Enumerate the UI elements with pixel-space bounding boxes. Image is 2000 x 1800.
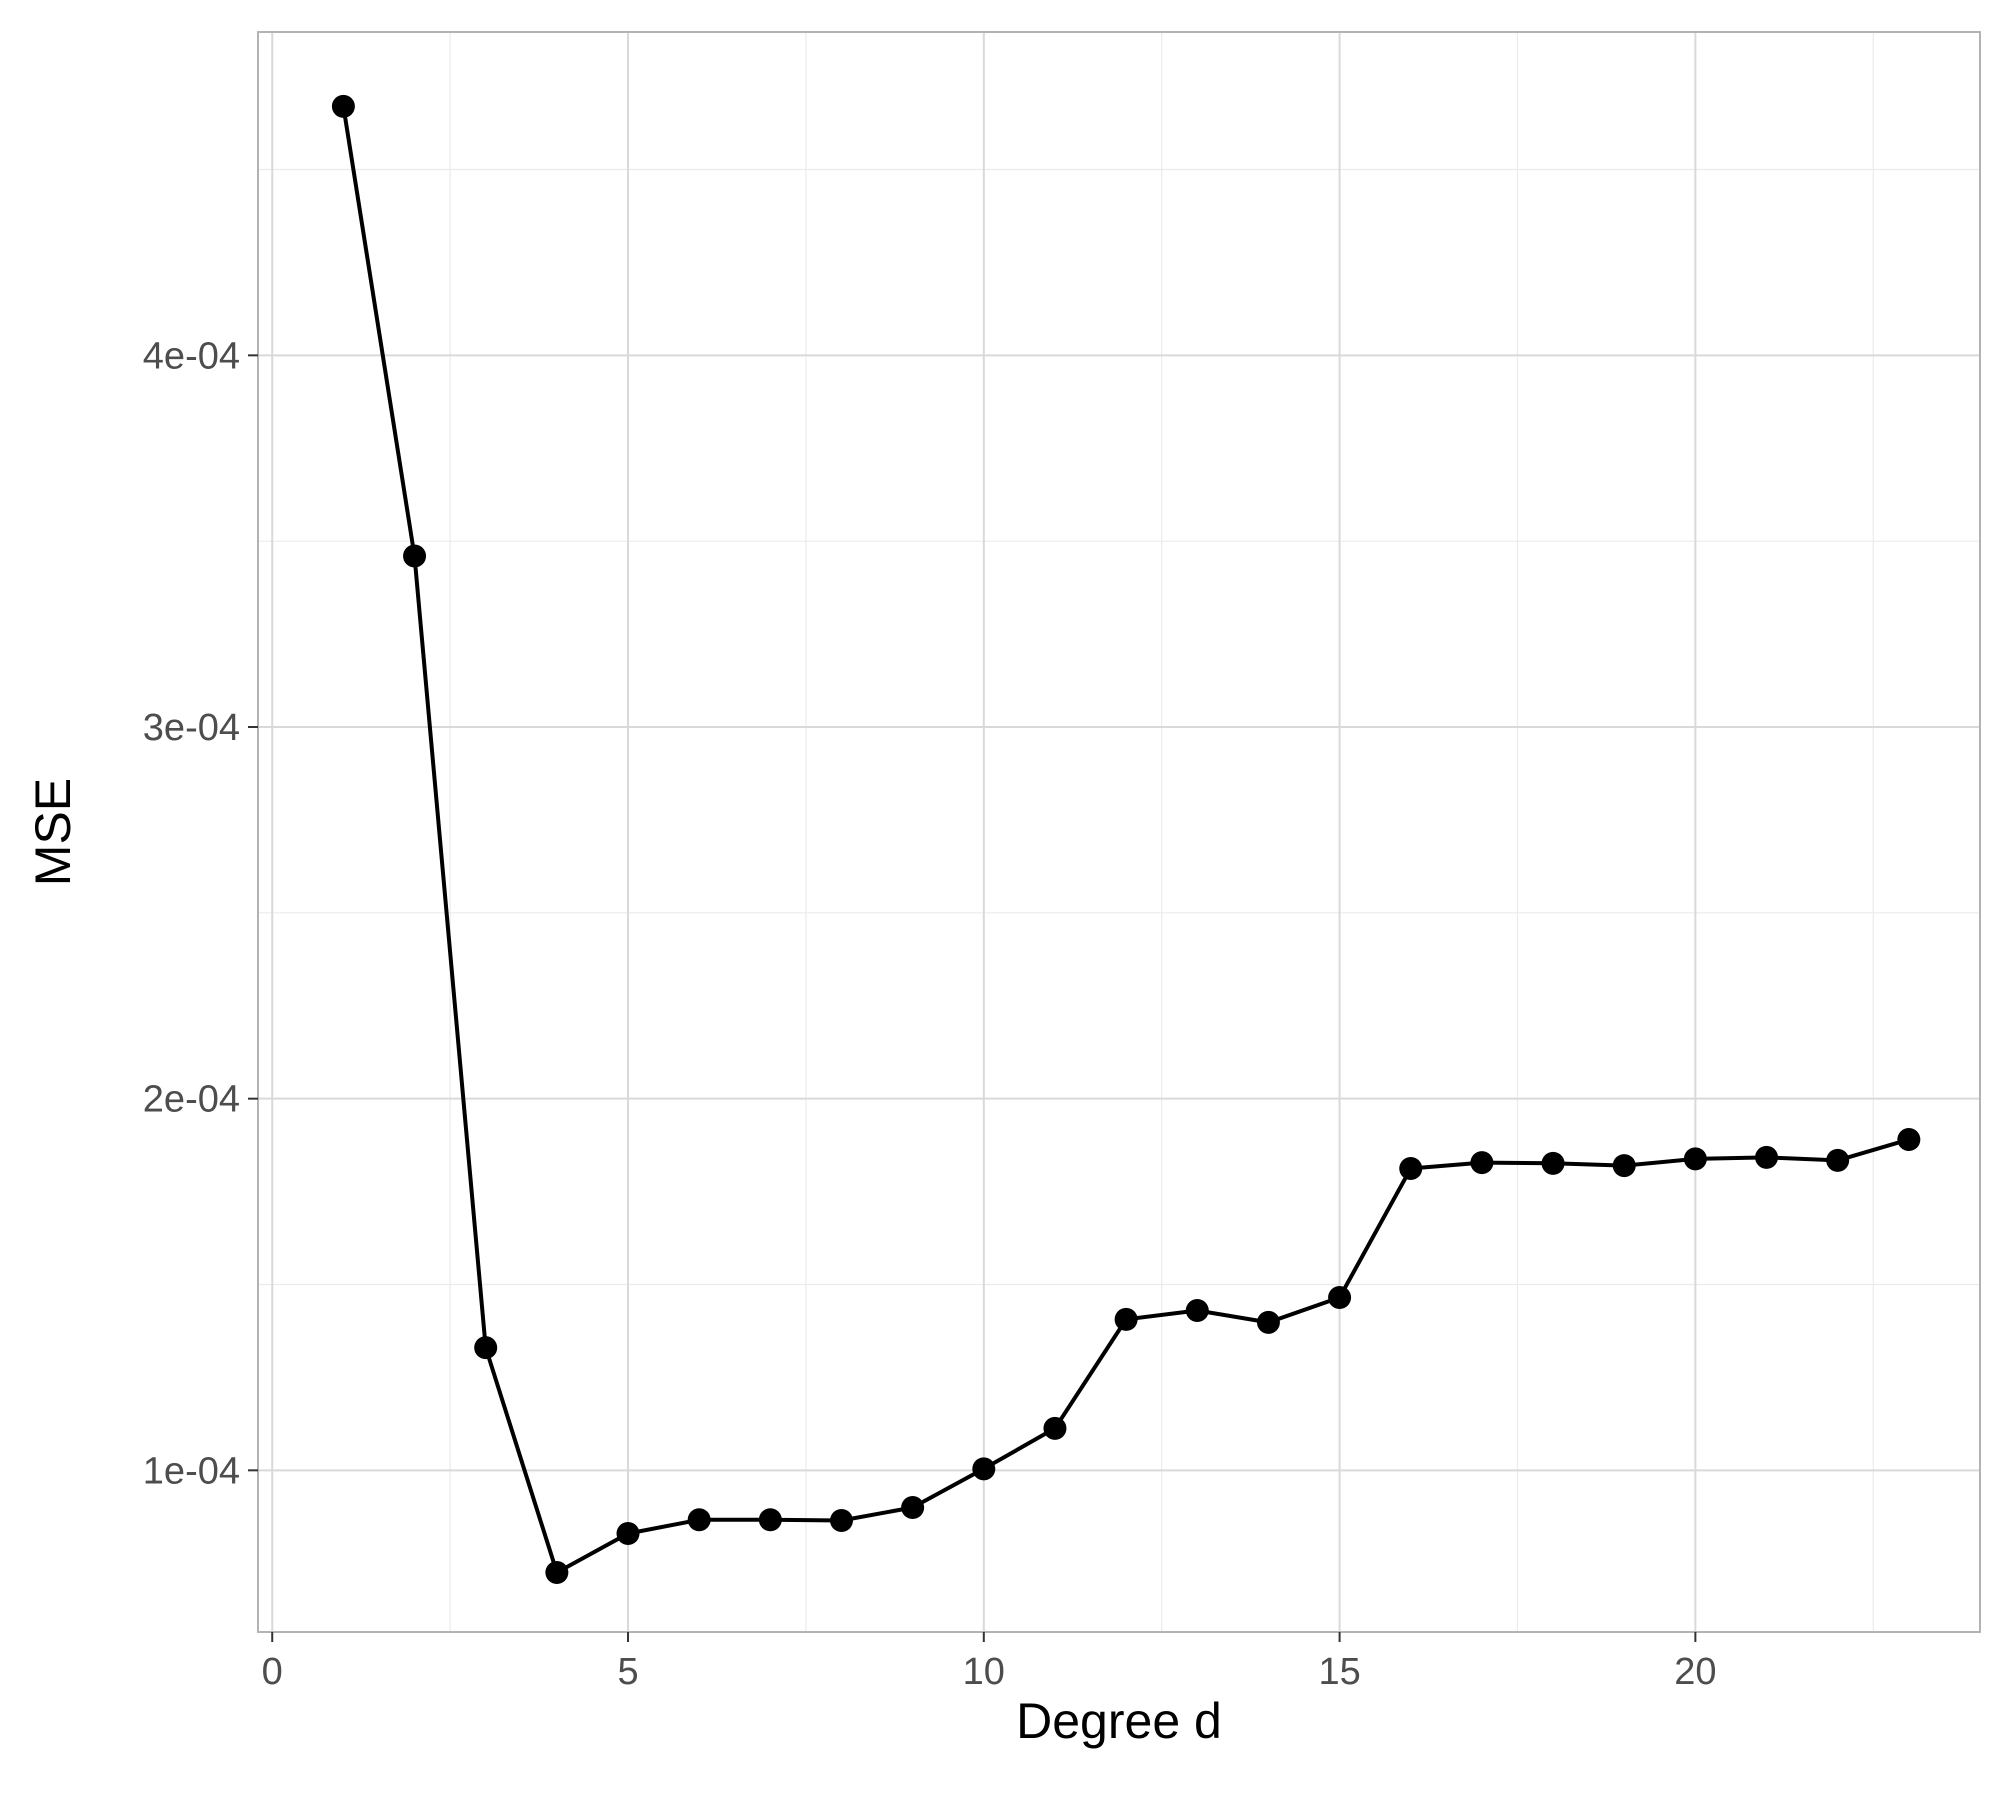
data-point	[1541, 1151, 1565, 1175]
x-tick-label: 5	[617, 1651, 638, 1693]
data-point	[1612, 1154, 1636, 1178]
data-point	[403, 544, 427, 568]
data-point	[474, 1336, 498, 1360]
x-tick-label: 20	[1674, 1651, 1716, 1693]
data-point	[901, 1495, 925, 1519]
x-axis-title: Degree d	[1016, 1693, 1222, 1749]
data-point	[1399, 1157, 1423, 1181]
y-tick-label: 2e-04	[143, 1079, 240, 1121]
y-tick-label: 3e-04	[143, 707, 240, 749]
data-point	[758, 1508, 782, 1532]
y-tick-label: 1e-04	[143, 1450, 240, 1492]
series-layer	[331, 94, 1921, 1585]
data-point	[1114, 1307, 1138, 1331]
x-tick-label: 15	[1318, 1651, 1360, 1693]
data-point	[1826, 1148, 1850, 1172]
data-point	[1683, 1147, 1707, 1171]
data-point	[1328, 1286, 1352, 1310]
plot-panel-background	[258, 32, 1980, 1632]
data-point	[1755, 1145, 1779, 1169]
y-axis: 1e-04 2e-04 3e-04 4e-04	[143, 335, 258, 1492]
data-point	[1256, 1310, 1280, 1334]
x-tick-label: 10	[963, 1651, 1005, 1693]
data-point	[1185, 1299, 1209, 1323]
data-point	[687, 1508, 711, 1532]
x-axis: 0 5 10 15 20	[262, 1632, 1717, 1693]
plot-panel-border	[257, 31, 1981, 1633]
major-gridlines	[258, 32, 1980, 1632]
data-point	[616, 1522, 640, 1546]
data-point	[331, 94, 355, 118]
data-point	[1897, 1128, 1921, 1152]
y-tick-label: 4e-04	[143, 335, 240, 377]
data-point	[829, 1509, 853, 1533]
data-point	[545, 1561, 569, 1585]
data-point	[1043, 1416, 1067, 1440]
y-axis-title: MSE	[25, 778, 81, 886]
data-point	[972, 1457, 996, 1481]
minor-gridlines	[258, 32, 1980, 1632]
data-point	[1470, 1151, 1494, 1175]
x-tick-label: 0	[262, 1651, 283, 1693]
